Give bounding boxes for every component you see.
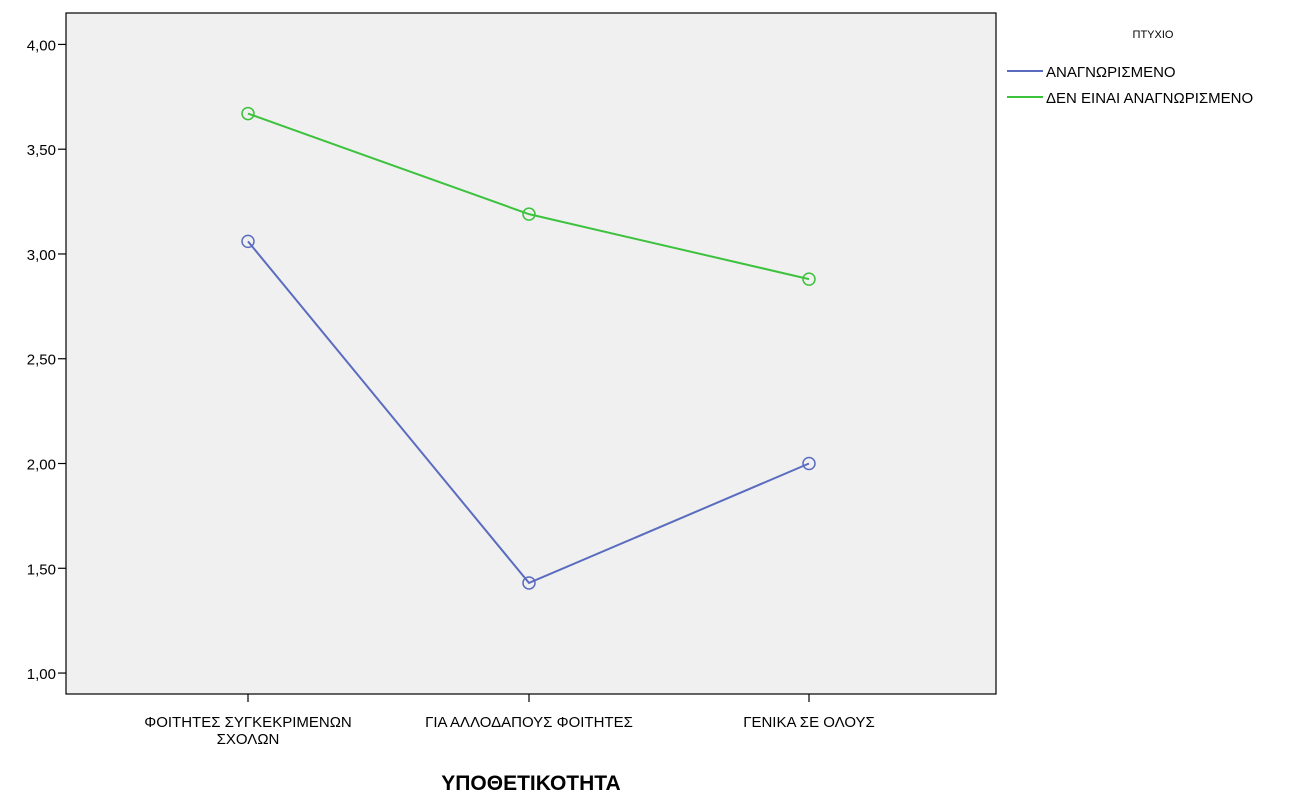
plot-area bbox=[65, 12, 997, 695]
x-category-label: ΦΟΙΤΗΤΕΣ ΣΥΓΚΕΚΡΙΜΕΝΩΝ bbox=[144, 714, 352, 731]
y-tick-label: 3,50 bbox=[27, 142, 56, 159]
data-point-1 bbox=[522, 576, 536, 590]
legend-label-2: ΔΕΝ ΕΙΝΑΙ ΑΝΑΓΝΩΡΙΣΜΕΝΟ bbox=[1046, 90, 1253, 107]
data-point-2 bbox=[241, 106, 255, 121]
y-tick-label: 2,50 bbox=[27, 352, 56, 369]
legend-title: ΠΤΥΧΙΟ bbox=[1133, 29, 1174, 41]
y-tick-label: 1,50 bbox=[27, 561, 56, 578]
series-line-1 bbox=[247, 240, 810, 585]
x-category-label: ΓΙΑ ΑΛΛΟΔΑΠΟΥΣ ΦΟΙΤΗΤΕΣ bbox=[425, 714, 633, 731]
y-tick-label: 4,00 bbox=[27, 37, 56, 54]
x-category-label: ΣΧΟΛΩΝ bbox=[217, 731, 280, 748]
legend-label-1: ΑΝΑΓΝΩΡΙΣΜΕΝΟ bbox=[1046, 64, 1176, 81]
y-tick-label: 1,00 bbox=[27, 666, 56, 683]
y-tick-label: 3,00 bbox=[27, 247, 56, 264]
legend: ΠΤΥΧΙΟ ΑΝΑΓΝΩΡΙΣΜΕΝΟ ΔΕΝ ΕΙΝΑΙ ΑΝΑΓΝΩΡΙΣΜ… bbox=[1007, 29, 1253, 107]
data-point-1 bbox=[802, 456, 816, 471]
series-line-2 bbox=[247, 112, 810, 281]
x-category-label: ΓΕΝΙΚΑ ΣΕ ΟΛΟΥΣ bbox=[743, 714, 875, 731]
x-axis-title: ΥΠΟΘΕΤΙΚΟΤΗΤΑ bbox=[441, 772, 620, 795]
y-tick-label: 2,00 bbox=[27, 457, 56, 474]
data-point-2 bbox=[802, 272, 816, 286]
data-point-1 bbox=[241, 234, 255, 249]
data-point-2 bbox=[522, 207, 536, 221]
series-layer bbox=[241, 106, 816, 590]
y-axis: 1,00 1,50 2,00 2,50 3,00 3,50 4,00 bbox=[27, 37, 66, 683]
